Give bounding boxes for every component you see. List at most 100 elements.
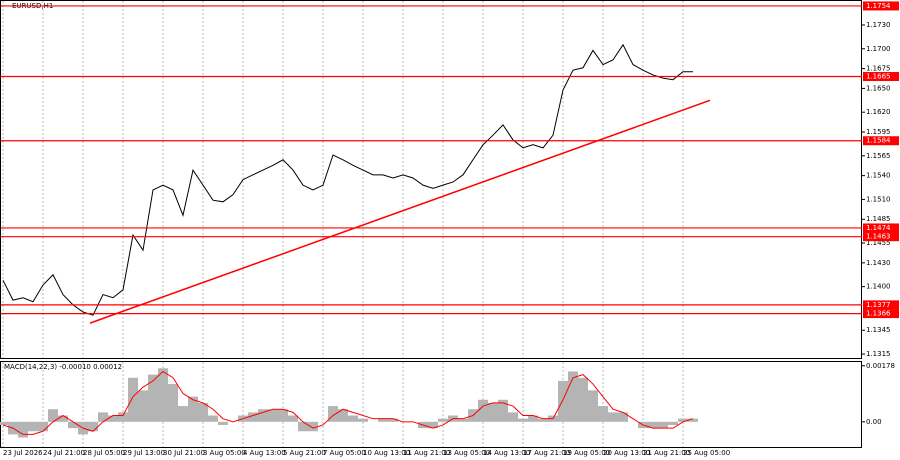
macd-bar	[538, 418, 548, 422]
macd-bar	[528, 415, 538, 422]
macd-bar	[288, 415, 298, 422]
macd-bar	[588, 390, 598, 422]
x-tick-label: 23 Jul 2026	[3, 449, 43, 457]
level-label: 1.1754	[866, 2, 891, 10]
y-tick-label: 1.1430	[866, 259, 891, 267]
macd-bar	[298, 421, 308, 432]
macd-bar	[18, 421, 28, 438]
y-tick-label: 1.1345	[866, 326, 891, 334]
level-tag	[863, 232, 899, 242]
macd-bar	[58, 415, 68, 422]
macd-bar	[498, 399, 508, 422]
level-label: 1.1463	[866, 233, 891, 241]
y-tick-label: 1.1675	[866, 65, 891, 73]
x-tick-label: 24 Jul 21:00	[43, 449, 85, 457]
y-tick-label: 0.00178	[866, 362, 895, 370]
macd-bar	[458, 418, 468, 422]
macd-bar	[488, 402, 498, 422]
macd-bar	[178, 406, 188, 422]
level-label: 1.1584	[866, 137, 891, 145]
macd-bar	[688, 418, 698, 422]
y-tick-label: 1.1400	[866, 283, 891, 291]
y-tick-label: 1.1485	[866, 215, 891, 223]
level-label: 1.1366	[866, 310, 891, 318]
macd-bar	[478, 399, 488, 422]
y-tick-label: 1.1730	[866, 21, 891, 29]
macd-bar	[48, 409, 58, 422]
x-tick-label: 21 Aug 21:00	[643, 449, 690, 457]
signal-line	[2, 370, 694, 435]
x-tick-label: 7 Aug 05:00	[323, 449, 366, 457]
price-line	[2, 43, 693, 316]
y-tick-label: 0.00	[866, 418, 882, 426]
level-tag	[863, 136, 899, 146]
x-tick-label: 28 Jul 05:00	[83, 449, 125, 457]
y-tick-label: 1.1700	[866, 45, 891, 53]
y-tick-label: 1.1540	[866, 172, 891, 180]
macd-bar	[328, 406, 338, 422]
macd-bar	[508, 412, 518, 422]
macd-bar	[678, 418, 688, 422]
y-tick-label: 1.1565	[866, 152, 891, 160]
macd-bar	[558, 380, 568, 422]
y-tick-label: 1.1595	[866, 128, 891, 136]
y-tick-label: 1.1455	[866, 239, 891, 247]
macd-bar	[258, 409, 268, 422]
macd-bar	[268, 409, 278, 422]
macd-bar	[248, 412, 258, 422]
macd-bar	[348, 415, 358, 422]
y-tick-label: 1.1620	[866, 108, 891, 116]
x-tick-label: 5 Aug 21:00	[283, 449, 326, 457]
macd-bar	[568, 371, 578, 422]
x-tick-label: 29 Jul 13:00	[123, 449, 165, 457]
macd-bar	[118, 412, 128, 422]
x-tick-label: 3 Aug 05:00	[203, 449, 246, 457]
x-tick-label: 10 Aug 13:00	[363, 449, 410, 457]
macd-bar	[108, 415, 118, 422]
macd-bar	[518, 418, 528, 422]
level-tag	[863, 72, 899, 82]
macd-bar	[0, 421, 8, 425]
macd-bar	[128, 377, 138, 422]
macd-bar	[168, 384, 178, 422]
level-tag	[863, 300, 899, 310]
level-label: 1.1377	[866, 301, 891, 309]
macd-bar	[608, 412, 618, 422]
macd-bar	[208, 415, 218, 422]
macd-bar	[578, 377, 588, 422]
macd-bar	[158, 368, 168, 422]
macd-bar	[188, 396, 198, 422]
x-tick-label: 17 Aug 21:00	[523, 449, 570, 457]
x-tick-label: 30 Jul 21:00	[163, 449, 205, 457]
level-tag	[863, 223, 899, 233]
main-panel	[0, 0, 862, 359]
x-tick-label: 4 Aug 13:00	[243, 449, 286, 457]
macd-bar	[618, 412, 628, 422]
x-tick-label: 20 Aug 13:00	[603, 449, 650, 457]
macd-bar	[428, 421, 438, 429]
macd-bar	[148, 374, 158, 422]
macd-bar	[668, 421, 678, 425]
macd-bar	[308, 421, 318, 432]
x-tick-label: 19 Aug 05:00	[563, 449, 610, 457]
macd-bar	[658, 421, 668, 429]
macd-bar	[68, 421, 78, 429]
macd-bar	[38, 421, 48, 432]
macd-bar	[438, 418, 448, 422]
x-tick-label: 11 Aug 21:00	[403, 449, 450, 457]
trend-line	[89, 99, 711, 324]
macd-title: MACD(14,22,3) -0.00010 0.00012	[4, 363, 122, 371]
x-tick-label: 14 Aug 13:00	[483, 449, 530, 457]
level-label: 1.1474	[866, 224, 891, 232]
y-tick-label: 1.1315	[866, 350, 891, 358]
macd-bar	[388, 418, 398, 422]
y-tick-label: 1.1650	[866, 84, 891, 92]
macd-bar	[28, 421, 38, 432]
x-tick-label: 25 Aug 05:00	[683, 449, 730, 457]
macd-bar	[648, 421, 658, 429]
macd-bar	[198, 402, 208, 422]
macd-bar	[598, 406, 608, 422]
macd-bar	[378, 418, 388, 422]
